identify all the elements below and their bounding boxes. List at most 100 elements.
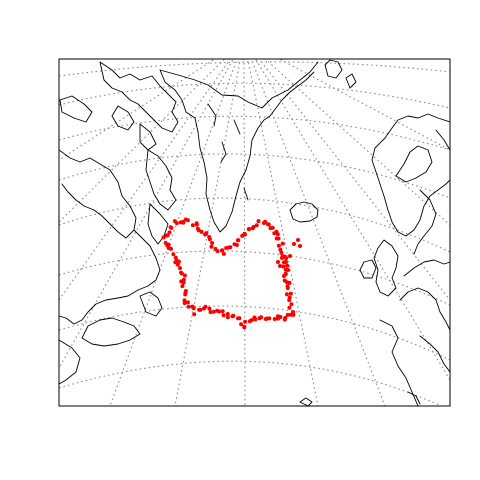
track-point xyxy=(276,316,281,321)
track-point xyxy=(182,273,187,278)
track-point xyxy=(239,322,244,327)
track-point xyxy=(192,312,197,317)
track-point xyxy=(243,319,248,324)
track-point xyxy=(275,232,280,237)
track-point xyxy=(282,274,286,278)
track-point xyxy=(166,242,171,247)
track-point xyxy=(276,236,281,241)
track-point xyxy=(203,232,208,237)
track-point xyxy=(287,280,292,285)
coast-north-america xyxy=(59,149,161,325)
track-point xyxy=(280,256,284,260)
track-point xyxy=(284,256,289,261)
track-point xyxy=(276,243,281,248)
track-point xyxy=(285,312,290,317)
track-point xyxy=(287,305,292,310)
track-point xyxy=(183,289,188,293)
track-point xyxy=(287,298,292,303)
track-point xyxy=(242,324,247,329)
track-point xyxy=(280,241,285,246)
track-point xyxy=(289,302,294,307)
track-point xyxy=(190,304,195,309)
track-point xyxy=(266,222,271,227)
track-point xyxy=(175,262,180,267)
track-point xyxy=(278,264,282,268)
track-point xyxy=(288,291,293,296)
track-point xyxy=(281,264,286,269)
track-point xyxy=(207,306,212,311)
track-point xyxy=(164,233,169,238)
coast-scandinavia xyxy=(371,113,450,237)
track-point xyxy=(180,284,185,289)
track-point xyxy=(296,238,300,242)
track-point xyxy=(208,310,213,315)
graticule-latitudes xyxy=(59,61,450,406)
track-point xyxy=(182,298,187,303)
track-point xyxy=(185,218,190,223)
track-point xyxy=(247,227,251,231)
track-points xyxy=(161,217,302,330)
track-point xyxy=(179,270,184,275)
track-point xyxy=(292,242,296,246)
track-point xyxy=(215,249,220,254)
track-point xyxy=(268,226,273,231)
track-point xyxy=(163,241,168,245)
track-point xyxy=(278,247,283,252)
track-point xyxy=(161,235,166,240)
track-point xyxy=(186,304,191,309)
track-point xyxy=(210,241,215,245)
track-point xyxy=(178,266,182,271)
track-point xyxy=(265,316,270,321)
track-point xyxy=(173,255,178,260)
track-point xyxy=(253,317,258,322)
track-point xyxy=(298,244,302,248)
track-point xyxy=(237,316,242,321)
track-point xyxy=(228,245,233,250)
track-point xyxy=(167,230,172,235)
track-point xyxy=(284,260,288,264)
track-point xyxy=(220,248,225,253)
track-point xyxy=(209,244,214,249)
coastlines xyxy=(59,59,450,406)
track-point xyxy=(285,263,290,268)
coast-arctic-archipelago xyxy=(99,61,179,133)
track-point xyxy=(221,251,226,256)
track-point xyxy=(291,312,296,317)
track-point xyxy=(263,219,268,224)
track-point xyxy=(235,238,240,243)
track-point xyxy=(225,312,230,316)
track-point xyxy=(288,254,292,258)
track-point xyxy=(199,229,204,234)
track-point xyxy=(251,224,256,229)
track-point xyxy=(282,317,287,322)
coast-iceland xyxy=(289,201,319,223)
track-point xyxy=(211,309,216,314)
track-point xyxy=(285,286,290,290)
graticule-meridians xyxy=(59,59,450,406)
track-point xyxy=(276,260,280,264)
track-point xyxy=(247,319,252,324)
track-point xyxy=(234,243,239,247)
track-point xyxy=(286,268,290,272)
coast-europe xyxy=(379,259,450,406)
track-point xyxy=(172,219,177,224)
track-point xyxy=(181,277,186,282)
track-point xyxy=(197,307,202,312)
track-point xyxy=(284,292,289,297)
track-point xyxy=(194,222,199,227)
track-point xyxy=(256,219,261,224)
track-point xyxy=(168,225,173,230)
track-point xyxy=(215,308,220,313)
track-point xyxy=(185,300,190,305)
track-point xyxy=(221,313,226,318)
track-point xyxy=(203,304,208,309)
track-point xyxy=(181,220,186,225)
track-point xyxy=(254,223,259,228)
track-point xyxy=(171,252,176,257)
track-point xyxy=(174,258,179,263)
track-point xyxy=(225,315,230,320)
track-point xyxy=(230,314,235,319)
track-point xyxy=(242,231,247,236)
track-point xyxy=(190,223,195,228)
track-point xyxy=(257,316,262,321)
